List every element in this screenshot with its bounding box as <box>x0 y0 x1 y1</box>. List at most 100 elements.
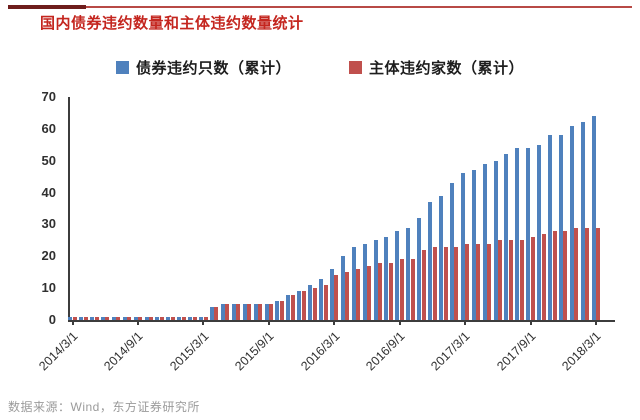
bar-entities <box>159 316 164 320</box>
accent-segment <box>8 5 86 9</box>
bar-entities <box>388 262 393 320</box>
bar-bonds <box>297 291 302 320</box>
bar-bonds <box>133 316 138 320</box>
bar-entities <box>367 265 372 320</box>
bar-bonds <box>417 218 422 320</box>
bar-entities <box>290 294 295 320</box>
bar-entities <box>312 288 317 320</box>
bar-bonds <box>558 135 563 320</box>
bar-bonds <box>340 256 345 320</box>
bar-bonds <box>177 316 182 320</box>
bar-bonds <box>253 304 258 320</box>
bar-bonds <box>90 316 94 320</box>
bar-bonds <box>428 202 433 320</box>
bar-entities <box>399 259 404 320</box>
x-tick-label: 2015/9/1 <box>232 329 277 374</box>
plot-area <box>68 97 615 325</box>
x-tick <box>529 320 532 325</box>
bar-bonds <box>471 170 476 320</box>
legend-swatch-entities-icon <box>349 60 362 74</box>
y-tick-label: 10 <box>41 280 56 296</box>
bar-entities <box>236 304 241 320</box>
bar-entities <box>181 316 186 320</box>
source-note: 数据来源：Wind，东方证券研究所 <box>8 400 200 414</box>
y-tick-label: 60 <box>41 120 56 136</box>
legend-swatch-bonds-icon <box>115 60 129 74</box>
x-tick-label: 2017/9/1 <box>494 329 539 374</box>
legend-label-bonds: 债券违约只数（累计） <box>135 60 291 77</box>
bar-bonds <box>199 316 204 320</box>
bar-bonds <box>515 147 520 320</box>
bar-bonds <box>209 307 214 320</box>
bar-entities <box>94 316 99 320</box>
chart-title: 国内债券违约数量和主体违约数量统计 <box>40 16 304 32</box>
bar-entities <box>192 316 197 320</box>
x-tick-label: 2016/9/1 <box>363 329 408 374</box>
x-tick <box>464 320 467 325</box>
bar-entities <box>519 240 524 320</box>
bar-entities <box>72 316 77 320</box>
x-tick-label: 2018/3/1 <box>559 329 604 374</box>
bar-bonds <box>242 304 247 320</box>
bar-entities <box>410 259 415 320</box>
bar-bonds <box>569 125 574 320</box>
bar-bonds <box>286 294 291 320</box>
x-tick <box>267 320 270 325</box>
bar-bonds <box>373 240 378 320</box>
bar-bonds <box>264 304 269 320</box>
bar-entities <box>585 227 590 320</box>
bar-bonds <box>384 237 389 320</box>
bar-bonds <box>362 243 367 320</box>
y-tick-label: 50 <box>41 152 56 168</box>
x-tick <box>202 320 205 325</box>
bar-bonds <box>319 278 324 320</box>
bar-bonds <box>351 246 356 320</box>
legend-item-entities: 主体违约家数（累计） <box>349 57 524 78</box>
bar-bonds <box>439 195 443 320</box>
y-tick-label: 40 <box>41 184 56 200</box>
bar-bonds <box>406 227 411 320</box>
bar-bonds <box>100 316 105 320</box>
bar-entities <box>508 240 513 320</box>
x-tick-label: 2014/3/1 <box>36 329 81 374</box>
x-tick-label: 2014/9/1 <box>101 329 146 374</box>
bar-bonds <box>537 144 542 320</box>
bar-bonds <box>308 284 313 320</box>
bar-bonds <box>166 316 171 320</box>
bar-bonds <box>591 116 596 320</box>
bar-entities <box>258 304 263 320</box>
bar-entities <box>378 262 383 320</box>
bar-bonds <box>275 300 280 320</box>
bar-entities <box>83 316 88 320</box>
bar-bonds <box>188 316 193 320</box>
bar-entities <box>334 275 339 320</box>
legend: 债券违约只数（累计） 主体违约家数（累计） <box>0 54 640 80</box>
bar-entities <box>138 316 143 320</box>
x-tick <box>136 320 139 325</box>
bar-entities <box>541 233 546 320</box>
x-tick-label: 2016/3/1 <box>297 329 343 374</box>
bar-entities <box>454 246 459 320</box>
bar-entities <box>465 243 470 320</box>
bar-bonds <box>460 173 465 320</box>
y-tick-label: 70 <box>41 89 56 104</box>
bar-entities <box>487 243 492 320</box>
x-tick <box>398 320 401 325</box>
y-tick-label: 0 <box>48 312 56 327</box>
bar-entities <box>498 240 503 320</box>
bar-bonds <box>111 316 116 320</box>
bar-bonds <box>504 154 509 320</box>
bar-entities <box>269 304 273 320</box>
bar-bonds <box>68 316 73 320</box>
bar-entities <box>214 307 219 320</box>
bar-entities <box>421 249 426 320</box>
legend-label-entities: 主体违约家数（累计） <box>369 60 525 77</box>
top-rule <box>8 6 632 8</box>
bar-entities <box>247 304 252 320</box>
x-tick <box>71 320 74 325</box>
bar-entities <box>116 316 121 320</box>
x-tick <box>595 320 597 325</box>
bar-entities <box>432 246 437 320</box>
bar-bonds <box>482 163 487 320</box>
bar-entities <box>356 269 361 320</box>
